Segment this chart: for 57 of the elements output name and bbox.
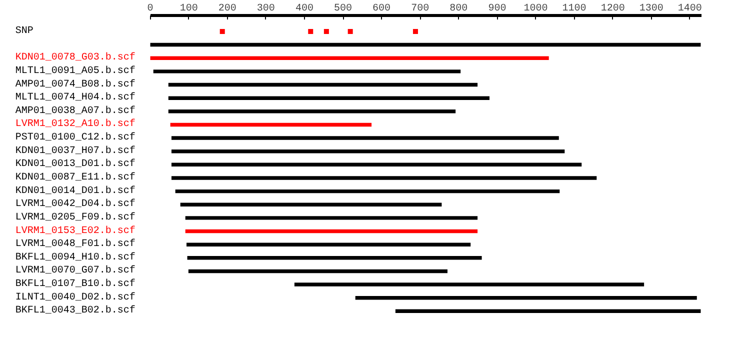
x-tick-label: 1400	[678, 4, 702, 14]
y-tick-label: LVRM1_0153_E02.b.scf	[15, 224, 136, 237]
x-tick-label: 0	[147, 4, 154, 14]
bar	[180, 202, 442, 206]
x-tick-label: 400	[295, 4, 314, 14]
y-tick-label: MLTL1_0074_H04.b.scf	[15, 92, 136, 104]
bar	[185, 216, 478, 220]
bar	[150, 56, 549, 60]
y-tick-label: PST01_0100_C12.b.scf	[15, 132, 136, 144]
x-tick-label: 1000	[524, 4, 548, 14]
y-tick-label: LVRM1_0132_A10.b.scf	[15, 118, 136, 130]
x-tick-label: 200	[218, 4, 236, 14]
y-tick-label: ILNT1_0040_D02.b.scf	[15, 291, 136, 304]
bar	[188, 269, 448, 274]
x-tick-label: 800	[450, 4, 468, 14]
y-tick-label: AMP01_0074_B08.b.scf	[15, 78, 136, 90]
bar	[355, 296, 697, 300]
x-tick-label: 300	[256, 4, 275, 14]
y-tick-label: KDN01_0037_H07.b.scf	[15, 144, 136, 157]
bar	[168, 82, 478, 87]
y-tick-label: LVRM1_0042_D04.b.scf	[15, 198, 136, 210]
y-tick-label: BKFL1_0043_B02.b.scf	[15, 304, 136, 317]
y-tick-label: AMP01_0038_A07.b.scf	[15, 104, 136, 117]
y-tick-label: LVRM1_0048_F01.b.scf	[15, 238, 136, 250]
y-tick-label: KDN01_0013_D01.b.scf	[15, 158, 136, 170]
y-tick-label: MLTL1_0091_A05.b.scf	[15, 64, 136, 77]
x-tick-label: 700	[411, 4, 430, 14]
bar	[171, 176, 597, 180]
bar	[175, 189, 560, 194]
y-tick-label: SNP	[15, 26, 34, 37]
bar	[168, 96, 490, 100]
x-tick-label: 1100	[562, 4, 586, 14]
bar	[153, 70, 461, 74]
y-tick-label: KDN01_0078_G03.b.scf	[15, 52, 136, 64]
bar	[171, 136, 559, 140]
bar	[171, 149, 565, 154]
y-tick-label: LVRM1_0205_F09.b.scf	[15, 211, 136, 224]
y-tick-label: BKFL1_0107_B10.b.scf	[15, 278, 136, 290]
bar	[187, 256, 482, 260]
x-tick-label: 900	[488, 4, 506, 14]
bar	[395, 309, 701, 314]
x-tick-label: 500	[334, 4, 352, 14]
y-tick-label: KDN01_0014_D01.b.scf	[15, 184, 136, 197]
y-tick-label: BKFL1_0094_H10.b.scf	[15, 251, 136, 264]
y-tick-label: LVRM1_0070_G07.b.scf	[15, 264, 136, 277]
bar	[168, 110, 456, 114]
x-tick-label: 1300	[639, 4, 664, 14]
bar	[185, 229, 478, 234]
y-tick-label: KDN01_0087_E11.b.scf	[15, 171, 136, 184]
bar	[294, 282, 644, 286]
x-tick-label: 100	[180, 4, 198, 14]
x-tick-label: 1200	[600, 4, 625, 14]
bar	[170, 122, 372, 127]
bar	[150, 42, 701, 47]
bar	[171, 162, 582, 167]
bar	[186, 242, 471, 246]
x-tick-label: 600	[372, 4, 391, 14]
